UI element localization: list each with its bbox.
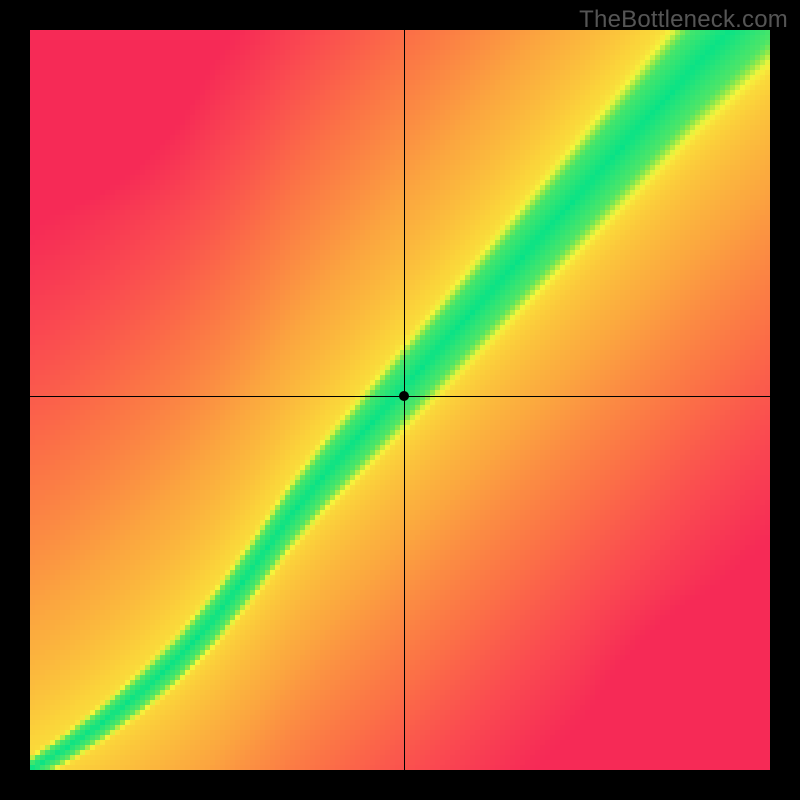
chart-container: TheBottleneck.com [0,0,800,800]
crosshair-marker [399,391,409,401]
plot-area [30,30,770,770]
watermark-text: TheBottleneck.com [579,6,788,34]
